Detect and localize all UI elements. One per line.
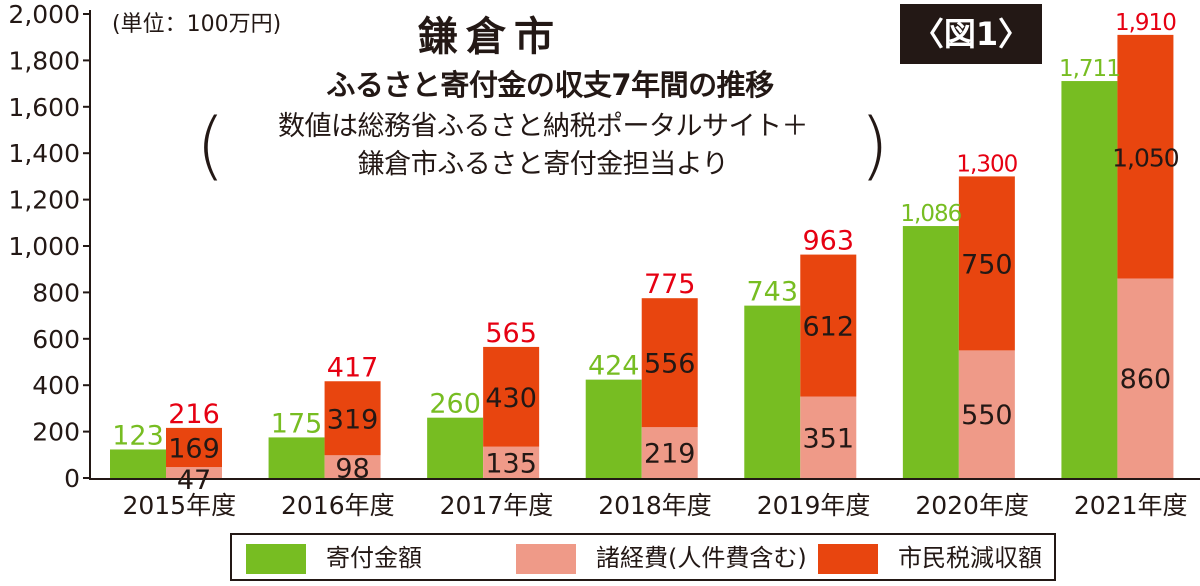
legend: 寄付金額 諸経費(人件費含む) 市民税減収額	[230, 533, 1056, 581]
tax-loss-value-label: 556	[644, 349, 696, 380]
cost-total-label: 216	[168, 399, 220, 430]
tax-loss-value-label: 1,050	[1112, 144, 1179, 173]
donation-value-label: 123	[112, 420, 164, 451]
bar-tax-loss	[958, 176, 1015, 351]
legend-swatch-expenses	[516, 544, 576, 574]
y-tick-label: 1,600	[8, 93, 80, 122]
donation-value-label: 175	[271, 408, 323, 439]
expense-value-label: 47	[177, 465, 211, 496]
bar-tax-loss	[324, 381, 381, 456]
expense-value-label: 135	[485, 448, 537, 479]
tax-loss-value-label: 612	[803, 312, 855, 343]
bar-donations	[902, 226, 959, 478]
y-tick-label: 2,000	[8, 0, 80, 29]
donation-value-label: 1,086	[900, 201, 961, 227]
x-category-label: 2018年度	[598, 491, 712, 520]
x-category-label: 2015年度	[122, 491, 236, 520]
bar-tax-loss	[166, 427, 222, 468]
expense-value-label: 98	[335, 453, 369, 484]
bar-expenses	[641, 427, 698, 478]
expense-value-label: 351	[803, 423, 855, 454]
bar-tax-loss	[1117, 34, 1174, 279]
bar-expenses	[483, 446, 540, 478]
y-tick-label: 1,400	[8, 139, 80, 168]
expense-value-label: 219	[644, 439, 696, 470]
source-note: 数値は総務省ふるさと納税ポータルサイト＋ 鎌倉市ふるさと寄付金担当より	[228, 108, 858, 184]
bar-donations	[110, 449, 166, 478]
cost-total-label: 1,300	[956, 151, 1017, 177]
y-tick-label: 1,200	[8, 186, 80, 215]
bar-tax-loss	[641, 298, 698, 428]
donation-value-label: 743	[747, 277, 799, 308]
y-tick-label: 0	[64, 464, 80, 493]
bar-donations	[585, 379, 642, 478]
tax-loss-value-label: 750	[961, 249, 1013, 280]
y-tick-label: 1,800	[8, 46, 80, 75]
cost-total-label: 417	[327, 352, 379, 383]
donation-value-label: 260	[429, 389, 481, 420]
y-tick-label: 800	[32, 278, 80, 307]
legend-label-tax-loss: 市民税減収額	[898, 544, 1042, 572]
tax-loss-value-label: 319	[327, 404, 379, 435]
source-line-1: 数値は総務省ふるさと納税ポータルサイト＋	[278, 111, 809, 142]
y-tick-label: 1,000	[8, 232, 80, 261]
source-paren-right: )	[860, 103, 889, 189]
y-tick-label: 400	[32, 371, 80, 400]
bar-expenses	[324, 455, 381, 478]
legend-swatch-donations	[246, 544, 306, 574]
cost-total-label: 1,910	[1115, 10, 1176, 36]
bar-expenses	[958, 350, 1015, 478]
x-category-label: 2019年度	[757, 491, 871, 520]
expense-value-label: 860	[1120, 364, 1172, 395]
bar-expenses	[166, 467, 222, 478]
donation-value-label: 1,711	[1059, 56, 1120, 82]
bar-expenses	[1117, 278, 1174, 478]
tax-loss-value-label: 169	[168, 433, 220, 464]
source-paren-left: (	[196, 103, 225, 189]
y-tick-label: 200	[32, 418, 80, 447]
bar-donations	[427, 417, 484, 478]
cost-total-label: 963	[803, 226, 855, 257]
figure-badge: 〈図1〉	[900, 4, 1042, 64]
bar-expenses	[800, 396, 857, 478]
x-category-label: 2017年度	[440, 491, 554, 520]
source-line-2: 鎌倉市ふるさと寄付金担当より	[357, 149, 729, 180]
unit-label: (単位：100万円)	[112, 12, 282, 37]
x-category-label: 2021年度	[1074, 491, 1188, 520]
expense-value-label: 550	[961, 400, 1013, 431]
legend-label-expenses: 諸経費(人件費含む)	[596, 544, 807, 572]
bar-donations	[268, 437, 325, 478]
legend-label-donations: 寄付金額	[326, 544, 422, 572]
y-tick-label: 600	[32, 325, 80, 354]
bar-tax-loss	[483, 346, 540, 447]
donation-value-label: 424	[588, 351, 640, 382]
x-category-label: 2020年度	[915, 491, 1029, 520]
chart-title: 鎌倉市	[418, 14, 562, 60]
chart-subtitle: ふるさと寄付金の収支7年間の推移	[326, 68, 774, 102]
tax-loss-value-label: 430	[485, 383, 537, 414]
x-category-label: 2016年度	[281, 491, 395, 520]
bar-donations	[1061, 81, 1118, 478]
cost-total-label: 565	[485, 318, 537, 349]
cost-total-label: 775	[644, 269, 696, 300]
legend-swatch-tax-loss	[818, 544, 878, 574]
bar-donations	[744, 305, 801, 478]
bar-tax-loss	[800, 254, 857, 397]
